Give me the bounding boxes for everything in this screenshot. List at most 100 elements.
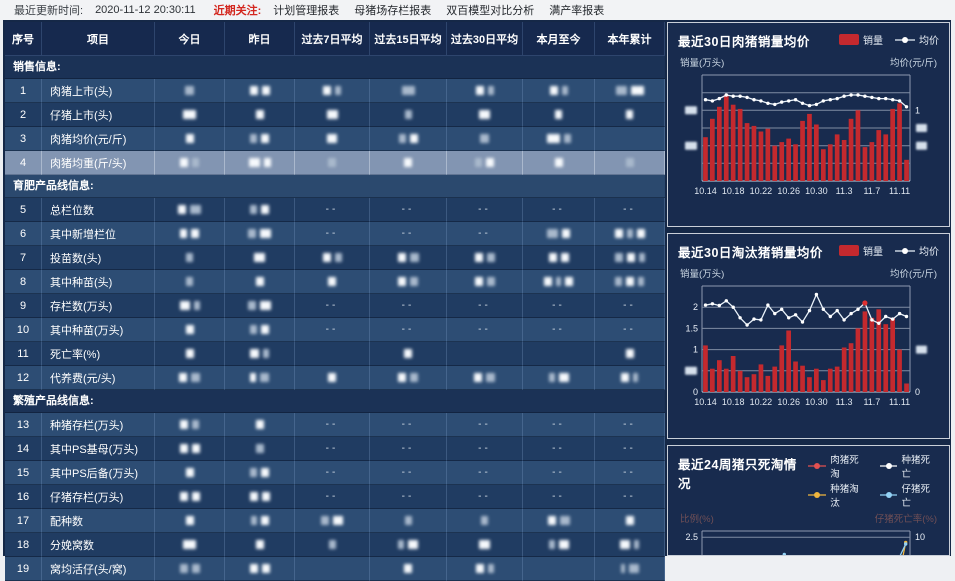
table-row[interactable]: 13 种猪存栏(万头) -- -- -- -- -- [5, 413, 665, 437]
legend-label: 仔猪死亡 [901, 484, 930, 509]
data-cell [225, 151, 295, 175]
legend-label: 肉猪死淘 [830, 455, 859, 480]
data-cell [523, 151, 595, 175]
table-row[interactable]: 6 其中新增栏位 -- -- -- [5, 222, 665, 246]
redacted-value [191, 564, 200, 573]
redacted-value [565, 277, 573, 286]
table-row[interactable]: 17 配种数 [5, 509, 665, 533]
no-data-dash: -- [325, 324, 339, 335]
table-row[interactable]: 16 仔猪存栏(万头) -- -- -- -- -- [5, 485, 665, 509]
redacted-value [260, 229, 271, 238]
sales-swatch-icon [839, 34, 859, 45]
legend-item[interactable]: 仔猪死亡 [879, 481, 939, 509]
redacted-value [620, 564, 625, 573]
no-data-dash: -- [325, 300, 339, 311]
row-index: 5 [5, 198, 42, 222]
redacted-value [255, 444, 264, 453]
report-link[interactable]: 计划管理报表 [273, 5, 340, 17]
data-cell [295, 79, 370, 103]
data-cell [447, 246, 523, 270]
table-row[interactable]: 3 肉猪均价(元/斤) [5, 127, 665, 151]
header-cell: 本年累计 [595, 22, 665, 56]
table-row[interactable]: 7 投苗数(头) [5, 246, 665, 270]
data-cell [225, 103, 295, 127]
table-row[interactable]: 1 肉猪上市(头) [5, 79, 665, 103]
table-row[interactable]: 14 其中PS基母(万头) -- -- -- -- -- [5, 437, 665, 461]
no-data-dash: -- [478, 300, 491, 311]
no-data-dash: -- [401, 204, 415, 215]
line-marker-icon [808, 492, 827, 498]
redacted-value [563, 134, 571, 143]
data-cell [447, 533, 523, 557]
legend-item-sales[interactable]: 销量 [839, 243, 883, 258]
redacted-value [480, 134, 489, 143]
table-row[interactable]: 2 仔猪上市(头) [5, 103, 665, 127]
header-cell: 项目 [42, 22, 155, 56]
redacted-value [322, 253, 331, 262]
y-right-unit: 均价(元/斤) [890, 269, 937, 280]
row-index: 4 [5, 151, 42, 175]
data-cell [295, 366, 370, 390]
data-cell [370, 557, 447, 581]
redacted-value [185, 86, 194, 95]
legend-item[interactable]: 种猪淘汰 [808, 481, 867, 509]
data-cell [155, 366, 225, 390]
row-index: 16 [5, 485, 42, 509]
row-index: 6 [5, 222, 42, 246]
chart-panel-mortality: 最近24周猪只死淘情况 肉猪死淘 种猪死亡 种猪淘汰 仔猪死亡 比例(%) 仔猪死亡率(… [667, 445, 950, 556]
row-name: 死亡率(%) [42, 342, 155, 366]
table-row[interactable]: 12 代养费(元/头) [5, 366, 665, 390]
redacted-value [548, 540, 555, 549]
legend-item-price[interactable]: 均价 [895, 32, 939, 47]
data-cell: -- [295, 461, 370, 485]
legend-item-price[interactable]: 均价 [895, 243, 939, 258]
section-row: 销售信息: [5, 56, 665, 79]
row-name: 总栏位数 [42, 198, 155, 222]
no-data-dash: -- [623, 419, 636, 430]
no-data-dash: -- [478, 204, 491, 215]
data-cell: -- [370, 198, 447, 222]
row-index: 17 [5, 509, 42, 533]
redacted-value [625, 516, 634, 525]
row-name: 肉猪均价(元/斤) [42, 127, 155, 151]
data-cell [595, 246, 665, 270]
redacted-value [636, 229, 645, 238]
redacted-value [260, 301, 271, 310]
table-row[interactable]: 4 肉猪均重(斤/头) [5, 151, 665, 175]
table-row[interactable]: 19 窝均活仔(头/窝) [5, 557, 665, 581]
row-index: 14 [5, 437, 42, 461]
redacted-value [255, 420, 264, 429]
redacted-value [191, 229, 199, 238]
data-cell [225, 413, 295, 437]
no-data-dash: -- [623, 324, 636, 335]
table-row[interactable]: 10 其中种苗(万头) -- -- -- -- -- [5, 318, 665, 342]
report-link[interactable]: 双百模型对比分析 [446, 5, 535, 17]
line-marker-icon [879, 492, 898, 498]
legend-item[interactable]: 种猪死亡 [879, 452, 939, 480]
legend-item[interactable]: 肉猪死淘 [808, 452, 867, 480]
report-link[interactable]: 母猪场存栏报表 [354, 5, 432, 17]
table-row[interactable]: 8 其中种苗(头) [5, 270, 665, 294]
redacted-value [190, 205, 201, 214]
data-cell [295, 151, 370, 175]
legend-label: 均价 [919, 36, 939, 47]
redacted-value [192, 420, 199, 429]
table-row[interactable]: 5 总栏位数 -- -- -- -- -- [5, 198, 665, 222]
redacted-value [558, 540, 569, 549]
redacted-value [398, 540, 404, 549]
no-data-dash: -- [623, 443, 636, 454]
report-link[interactable]: 满产率报表 [549, 5, 605, 17]
data-cell: -- [447, 485, 523, 509]
data-cell: -- [370, 294, 447, 318]
table-row[interactable]: 11 死亡率(%) [5, 342, 665, 366]
table-row[interactable]: 18 分娩窝数 [5, 533, 665, 557]
legend-item-sales[interactable]: 销量 [839, 32, 883, 47]
redacted-value [404, 349, 412, 358]
redacted-value [185, 325, 194, 334]
data-cell [155, 509, 225, 533]
redacted-value [334, 253, 342, 262]
data-cell [523, 127, 595, 151]
table-row[interactable]: 15 其中PS后备(万头) -- -- -- -- -- [5, 461, 665, 485]
data-cell [523, 103, 595, 127]
table-row[interactable]: 9 存栏数(万头) -- -- -- -- -- [5, 294, 665, 318]
